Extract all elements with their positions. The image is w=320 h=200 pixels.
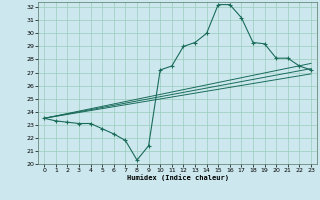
X-axis label: Humidex (Indice chaleur): Humidex (Indice chaleur) [127, 175, 228, 181]
